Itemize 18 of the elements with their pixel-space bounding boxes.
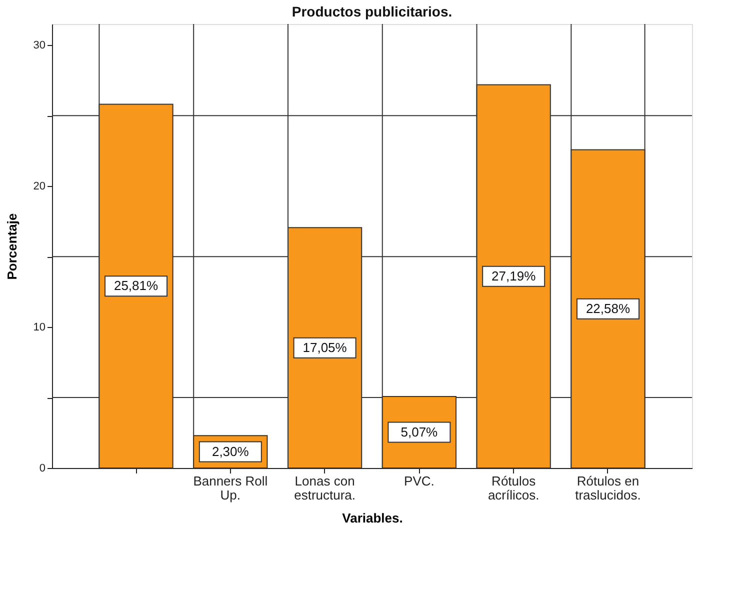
data-label: 22,58% [586,300,630,316]
y-tick-label: 10 [33,322,46,334]
data-label: 25,81% [114,278,158,294]
x-tick-label: Rótulos en traslucidos. [575,474,641,502]
data-label: 5,07% [400,424,438,440]
chart-title: Productos publicitarios. [292,4,452,20]
x-tick-label: Lonas con estructura. [294,474,356,502]
x-tick-label: PVC. [404,474,434,488]
y-tick-label: 20 [33,180,46,193]
data-label: 2,30% [212,444,250,459]
x-tick-label: Banners Roll Up. [193,474,268,502]
y-axis-title: Porcentaje [4,213,20,280]
x-axis-title: Variables. [342,510,403,526]
y-tick-label: 30 [33,40,46,52]
y-tick-label: 0 [39,462,46,474]
data-label: 27,19% [492,268,536,284]
x-tick-label: Rótulos acrílicos. [488,474,540,502]
data-label: 17,05% [302,340,348,355]
